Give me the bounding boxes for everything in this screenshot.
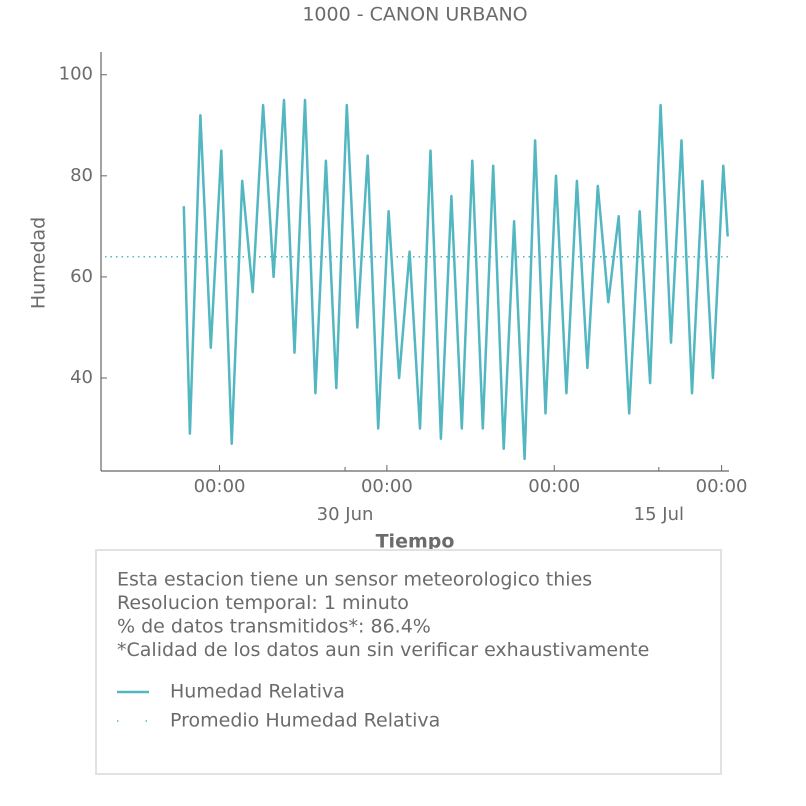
y-axis-label: Humedad [28, 217, 50, 309]
info-line: % de datos transmitidos*: 86.4% [117, 616, 431, 638]
y-tick-label: 40 [70, 367, 93, 388]
x-axis-label: Tiempo [376, 531, 455, 553]
x-tick-label: 00:00 [696, 476, 748, 497]
x-tick-label: 00:00 [361, 476, 413, 497]
info-box [95, 549, 722, 775]
legend-label: Humedad Relativa [170, 681, 345, 703]
y-tick-label: 100 [59, 64, 93, 85]
x-tick-label: 00:00 [528, 476, 580, 497]
info-line: *Calidad de los datos aun sin verificar … [117, 639, 649, 661]
info-line: Resolucion temporal: 1 minuto [117, 592, 409, 614]
x-tick-label: 00:00 [194, 476, 246, 497]
legend-label: Promedio Humedad Relativa [170, 710, 440, 732]
chart-title: 1000 - CANON URBANO [302, 4, 527, 26]
y-tick-label: 80 [70, 165, 93, 186]
x-date-label: 15 Jul [634, 504, 684, 525]
x-date-label: 30 Jun [317, 504, 374, 525]
y-tick-label: 60 [70, 266, 93, 287]
info-line: Esta estacion tiene un sensor meteorolog… [117, 569, 592, 591]
data-line [182, 98, 729, 461]
